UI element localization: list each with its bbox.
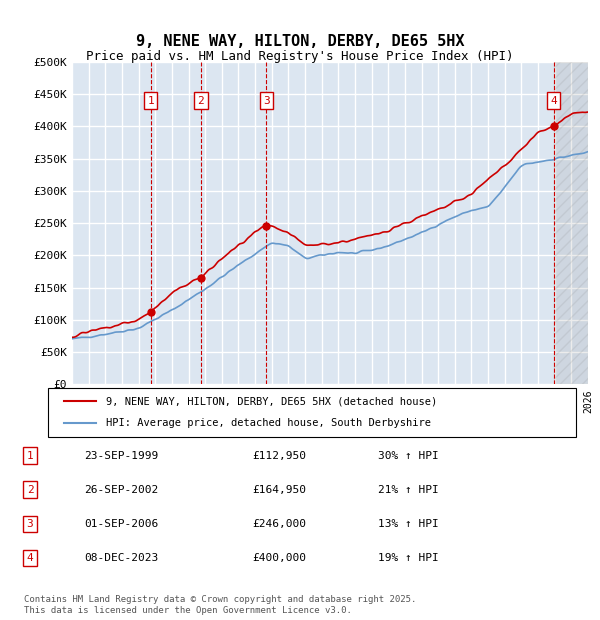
Text: 4: 4 [550, 95, 557, 105]
Text: 2: 2 [26, 485, 34, 495]
Text: 08-DEC-2023: 08-DEC-2023 [84, 553, 158, 563]
Text: 13% ↑ HPI: 13% ↑ HPI [378, 519, 439, 529]
Text: 3: 3 [263, 95, 269, 105]
Text: 01-SEP-2006: 01-SEP-2006 [84, 519, 158, 529]
Text: £112,950: £112,950 [252, 451, 306, 461]
Text: Contains HM Land Registry data © Crown copyright and database right 2025.
This d: Contains HM Land Registry data © Crown c… [24, 595, 416, 614]
Text: £400,000: £400,000 [252, 553, 306, 563]
Text: Price paid vs. HM Land Registry's House Price Index (HPI): Price paid vs. HM Land Registry's House … [86, 50, 514, 63]
Text: 21% ↑ HPI: 21% ↑ HPI [378, 485, 439, 495]
Text: £246,000: £246,000 [252, 519, 306, 529]
Text: 23-SEP-1999: 23-SEP-1999 [84, 451, 158, 461]
Text: 3: 3 [26, 519, 34, 529]
Text: 26-SEP-2002: 26-SEP-2002 [84, 485, 158, 495]
Text: HPI: Average price, detached house, South Derbyshire: HPI: Average price, detached house, Sout… [106, 418, 431, 428]
Text: 1: 1 [148, 95, 154, 105]
Text: 4: 4 [26, 553, 34, 563]
Bar [554, 62, 588, 384]
Text: 9, NENE WAY, HILTON, DERBY, DE65 5HX: 9, NENE WAY, HILTON, DERBY, DE65 5HX [136, 34, 464, 49]
Text: £164,950: £164,950 [252, 485, 306, 495]
Text: 9, NENE WAY, HILTON, DERBY, DE65 5HX (detached house): 9, NENE WAY, HILTON, DERBY, DE65 5HX (de… [106, 396, 437, 406]
Text: 1: 1 [26, 451, 34, 461]
Text: 30% ↑ HPI: 30% ↑ HPI [378, 451, 439, 461]
FancyBboxPatch shape [48, 388, 576, 437]
Text: 2: 2 [197, 95, 204, 105]
Text: 19% ↑ HPI: 19% ↑ HPI [378, 553, 439, 563]
